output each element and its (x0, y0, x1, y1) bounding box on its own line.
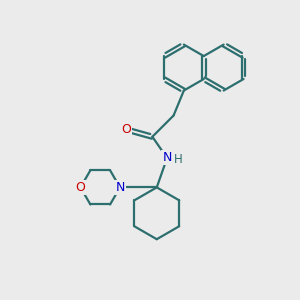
Text: H: H (174, 153, 183, 166)
Text: O: O (76, 181, 85, 194)
Text: N: N (115, 181, 125, 194)
Text: N: N (162, 152, 172, 164)
Text: O: O (121, 123, 131, 136)
